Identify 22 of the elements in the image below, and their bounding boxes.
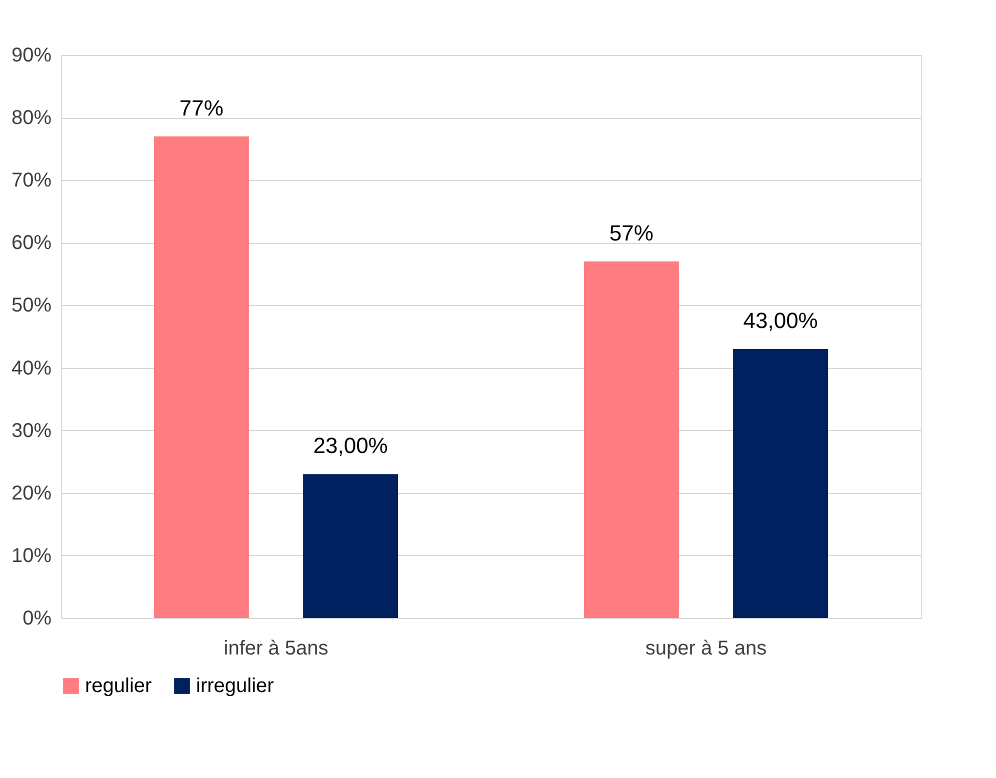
bar xyxy=(584,261,679,618)
x-tick-label: super à 5 ans xyxy=(645,638,767,660)
y-tick-label: 10% xyxy=(11,544,52,567)
bar xyxy=(303,474,398,618)
y-tick-label: 60% xyxy=(11,232,52,254)
data-label: 77% xyxy=(179,95,224,120)
legend-label: regulier xyxy=(85,675,152,697)
data-label: 43,00% xyxy=(743,308,818,334)
data-label: 23,00% xyxy=(313,433,388,458)
data-label: 57% xyxy=(609,220,654,246)
y-tick-label: 40% xyxy=(11,357,52,380)
legend-label: irregulier xyxy=(196,675,274,697)
y-tick-label: 90% xyxy=(11,44,52,66)
y-tick-label: 70% xyxy=(11,170,52,192)
bar xyxy=(154,136,249,618)
x-tick-label: infer à 5ans xyxy=(224,638,328,660)
y-tick-label: 0% xyxy=(22,608,52,630)
y-tick-label: 80% xyxy=(11,107,52,130)
y-tick-label: 30% xyxy=(11,420,52,442)
bar xyxy=(733,349,828,618)
y-tick-label: 50% xyxy=(11,294,52,317)
y-tick-label: 20% xyxy=(11,482,52,504)
